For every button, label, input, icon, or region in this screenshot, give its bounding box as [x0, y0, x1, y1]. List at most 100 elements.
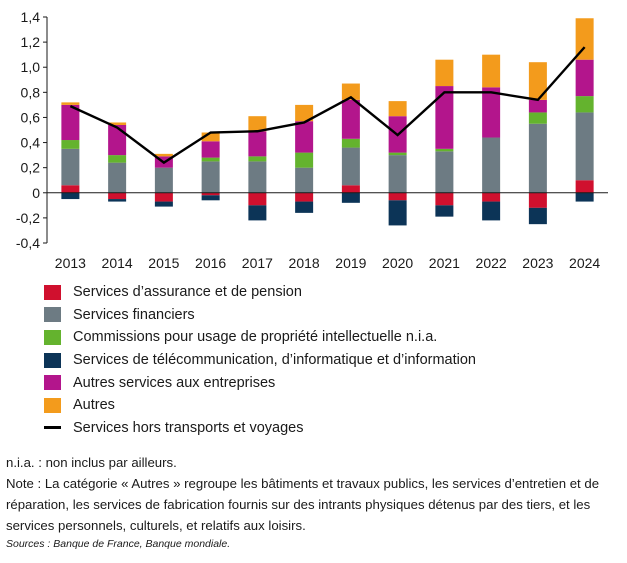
bar-segment-2024-s2: [575, 96, 594, 113]
bar-segment-2023-s4: [528, 99, 547, 113]
bar-segment-2013-s2: [61, 140, 80, 149]
legend-item-commissions: Commissions pour usage de propriété inte…: [44, 326, 614, 349]
x-tick-label: 2019: [335, 255, 366, 271]
legend-label: Services hors transports et voyages: [73, 419, 304, 436]
bar-segment-2018-s0: [295, 192, 314, 202]
y-tick-label: 0: [32, 185, 40, 201]
legend-item-financiers: Services financiers: [44, 304, 614, 327]
bar-segment-2018-s4: [295, 121, 314, 153]
bar-segment-2017-s1: [248, 161, 267, 193]
bar-segment-2017-s0: [248, 192, 267, 206]
bar-segment-2022-s3: [482, 201, 501, 221]
bar-segment-2017-s3: [248, 205, 267, 221]
legend-item-telecom: Services de télécommunication, d’informa…: [44, 349, 614, 372]
bar-segment-2013-s3: [61, 192, 80, 200]
legend-swatch: [44, 329, 61, 345]
bar-segment-2022-s0: [482, 192, 501, 202]
x-tick-label: 2021: [429, 255, 460, 271]
y-tick-label: 0,2: [21, 160, 41, 176]
bar-segment-2014-s0: [108, 192, 127, 200]
sources: Sources : Banque de France, Banque mondi…: [6, 538, 231, 550]
legend-label: Commissions pour usage de propriété inte…: [73, 329, 438, 346]
bar-segment-2013-s0: [61, 185, 80, 193]
bar-segment-2021-s0: [435, 192, 454, 206]
bar-segment-2017-s2: [248, 156, 267, 162]
line-layer: [69, 46, 586, 165]
x-tick-label: 2022: [476, 255, 507, 271]
bar-segment-2021-s1: [435, 151, 454, 193]
legend-swatch: [44, 284, 61, 300]
bar-segment-2023-s0: [528, 192, 547, 208]
bar-segment-2014-s4: [108, 124, 127, 156]
bar-segment-2016-s3: [201, 195, 220, 201]
bar-segment-2024-s5: [575, 18, 594, 60]
nia-definition: n.i.a. : non inclus par ailleurs.: [6, 455, 177, 470]
legend-swatch: [44, 352, 61, 368]
y-tick-label: 1,2: [21, 34, 41, 50]
bar-segment-2023-s2: [528, 112, 547, 124]
x-tick-label: 2023: [522, 255, 553, 271]
bar-segment-2021-s5: [435, 59, 454, 87]
bars-layer: [61, 18, 594, 226]
bar-segment-2023-s1: [528, 123, 547, 193]
legend-label: Services d’assurance et de pension: [73, 284, 302, 301]
bar-segment-2022-s4: [482, 87, 501, 138]
bar-segment-2017-s4: [248, 131, 267, 157]
bar-segment-2019-s4: [341, 99, 360, 139]
legend-label: Services financiers: [73, 306, 195, 323]
legend-swatch: [44, 397, 61, 413]
bar-segment-2023-s5: [528, 62, 547, 100]
bar-segment-2020-s2: [388, 152, 407, 156]
bar-segment-2019-s0: [341, 185, 360, 193]
legend-item-total-line: Services hors transports et voyages: [44, 417, 614, 440]
legend-label: Autres: [73, 397, 115, 414]
x-tick-label: 2013: [55, 255, 86, 271]
bar-segment-2015-s3: [154, 201, 173, 207]
bar-segment-2016-s5: [201, 132, 220, 142]
chart-notes: n.i.a. : non inclus par ailleurs. Note :…: [6, 452, 618, 552]
y-tick-label: 0,6: [21, 109, 41, 125]
y-tick-label: -0,4: [16, 235, 40, 251]
y-tick-label: -0,2: [16, 210, 40, 226]
bar-segment-2019-s5: [341, 83, 360, 100]
legend-label: Services de télécommunication, d’informa…: [73, 352, 476, 369]
y-tick-label: 0,8: [21, 84, 41, 100]
x-tick-label: 2024: [569, 255, 600, 271]
bar-segment-2015-s5: [154, 153, 173, 157]
y-tick-label: 1,4: [21, 9, 41, 25]
y-tick-label: 1,0: [21, 59, 41, 75]
bar-segment-2018-s5: [295, 104, 314, 122]
bar-segment-2021-s2: [435, 148, 454, 152]
bar-segment-2014-s2: [108, 155, 127, 163]
bar-segment-2020-s1: [388, 155, 407, 193]
bar-segment-2024-s0: [575, 180, 594, 193]
legend-label: Autres services aux entreprises: [73, 374, 276, 391]
bar-segment-2020-s0: [388, 192, 407, 201]
bar-segment-2022-s5: [482, 54, 501, 88]
total-services-line: [69, 46, 586, 165]
bar-segment-2016-s2: [201, 157, 220, 162]
bar-segment-2021-s4: [435, 86, 454, 149]
bar-segment-2019-s3: [341, 192, 360, 203]
legend-swatch-line: [44, 426, 61, 430]
bar-segment-2020-s3: [388, 200, 407, 226]
bar-segment-2015-s0: [154, 192, 173, 202]
bar-segment-2018-s3: [295, 201, 314, 213]
bar-segment-2014-s5: [108, 122, 127, 125]
x-tick-label: 2018: [289, 255, 320, 271]
bar-segment-2013-s1: [61, 148, 80, 186]
bar-segment-2014-s3: [108, 199, 127, 202]
y-tick-label: 0,4: [21, 135, 41, 151]
x-tick-label: 2017: [242, 255, 273, 271]
bar-segment-2021-s3: [435, 205, 454, 217]
legend-swatch: [44, 375, 61, 391]
legend-item-assurance: Services d’assurance et de pension: [44, 281, 614, 304]
bar-segment-2013-s4: [61, 104, 80, 141]
bar-segment-2024-s1: [575, 112, 594, 181]
bar-segment-2019-s2: [341, 138, 360, 148]
legend-item-autres-entreprises: Autres services aux entreprises: [44, 371, 614, 394]
bar-segment-2018-s1: [295, 167, 314, 193]
x-tick-label: 2016: [195, 255, 226, 271]
bar-segment-2019-s1: [341, 147, 360, 186]
bar-segment-2016-s4: [201, 141, 220, 158]
